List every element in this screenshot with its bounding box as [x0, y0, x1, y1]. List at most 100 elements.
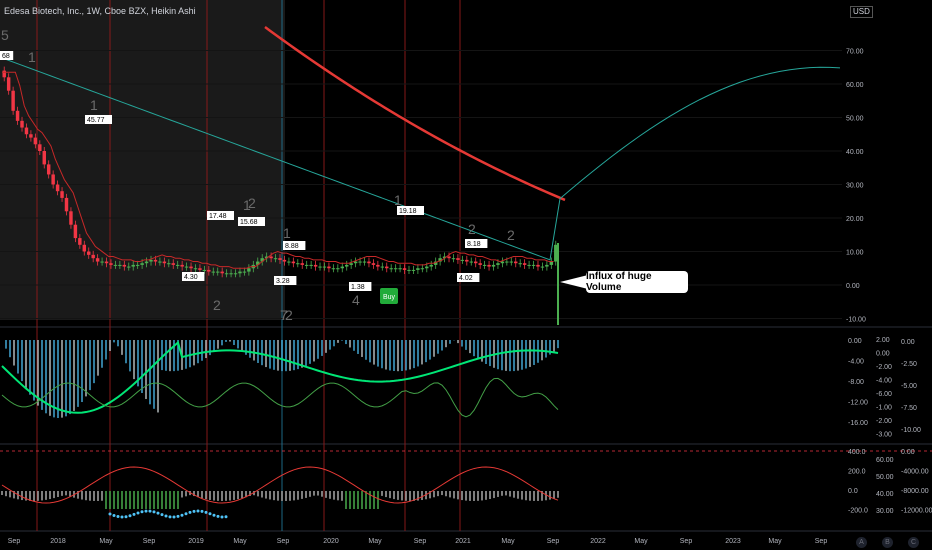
- candle-body: [220, 271, 224, 274]
- candle-body: [287, 261, 291, 263]
- candle-body: [233, 273, 238, 275]
- candle-body: [24, 127, 29, 135]
- candle-body: [389, 268, 393, 270]
- wave-label: 2: [507, 227, 515, 243]
- osc1-mid-tick: 0.00: [876, 351, 890, 358]
- candle-body: [29, 134, 33, 138]
- dot-marker: [184, 512, 188, 516]
- candle-body: [473, 261, 478, 264]
- dot-marker: [212, 513, 216, 517]
- wave-label: 4: [352, 292, 360, 308]
- short-ma-line: [2, 71, 554, 269]
- price-label: 68: [2, 53, 10, 60]
- price-label: 17.48: [209, 213, 227, 220]
- wave-label: 1: [283, 225, 291, 241]
- footer-button-b[interactable]: B: [882, 537, 893, 548]
- time-tick-label: Sep: [680, 538, 693, 545]
- candle-body: [20, 120, 24, 128]
- candle-body: [531, 264, 536, 266]
- price-label-box: [85, 115, 112, 124]
- currency-badge[interactable]: USD: [850, 6, 873, 18]
- dot-marker: [172, 515, 176, 519]
- candle-body: [38, 144, 42, 151]
- candle-body: [376, 264, 380, 267]
- candle-body: [469, 261, 473, 263]
- dot-marker: [188, 510, 192, 514]
- candle-body: [260, 258, 264, 262]
- candle-body: [51, 174, 55, 185]
- osc1-mid-tick: -2.00: [876, 418, 892, 425]
- candle-body: [380, 266, 385, 268]
- candle-body: [2, 70, 6, 78]
- candle-body: [540, 266, 545, 268]
- candle-body: [385, 266, 389, 269]
- candle-body: [327, 266, 331, 269]
- time-tick-label: 2020: [323, 538, 339, 545]
- candle-body: [545, 264, 549, 267]
- candle-body: [527, 264, 531, 266]
- time-tick-label: Sep: [8, 538, 21, 545]
- candle-body: [505, 261, 509, 263]
- wave-label: 1: [90, 97, 98, 113]
- candle-body: [118, 264, 122, 266]
- wave-label: 1: [28, 49, 36, 65]
- osc2-right-tick: -8000.00: [901, 488, 929, 495]
- symbol-title: Edesa Biotech, Inc., 1W, Cboe BZX, Heiki…: [4, 6, 196, 16]
- footer-button-c[interactable]: C: [908, 537, 919, 548]
- price-tick-label: 70.00: [846, 49, 864, 56]
- candle-body: [344, 264, 349, 267]
- candle-body: [518, 263, 522, 265]
- candle-body: [425, 266, 429, 269]
- candle-body: [309, 264, 313, 266]
- dot-marker: [164, 514, 168, 518]
- candle-body: [91, 254, 95, 259]
- candle-body: [358, 261, 362, 263]
- candle-body: [211, 271, 216, 273]
- time-tick-label: May: [501, 538, 515, 545]
- osc2-tick: 200.0: [848, 469, 866, 476]
- candle-body: [478, 263, 482, 265]
- candle-body: [229, 273, 233, 275]
- dot-marker: [132, 512, 136, 516]
- candle-body: [371, 263, 376, 265]
- candle-body: [296, 263, 300, 265]
- candle-body: [82, 244, 87, 252]
- candle-body: [353, 261, 358, 264]
- candle-body: [256, 261, 260, 265]
- candle-body: [429, 264, 433, 267]
- candle-body: [202, 269, 207, 271]
- footer-button-a[interactable]: A: [856, 537, 867, 548]
- candle-body: [438, 258, 442, 262]
- candle-body: [216, 271, 220, 273]
- price-label-box: [274, 276, 297, 285]
- candle-body: [313, 264, 318, 267]
- price-label: 8.18: [467, 241, 481, 248]
- osc1-tick: -4.00: [848, 359, 864, 366]
- osc2-mid-tick: 30.00: [876, 508, 894, 515]
- volume-annotation[interactable]: Influx of huge Volume: [586, 271, 688, 293]
- dot-marker: [192, 509, 196, 513]
- dot-marker: [160, 513, 164, 517]
- candle-body: [224, 273, 229, 275]
- candle-body: [318, 266, 322, 268]
- candle-body: [73, 224, 78, 239]
- candle-body: [189, 266, 193, 269]
- osc1-mid-tick: -4.00: [876, 378, 892, 385]
- osc2-tick: -200.0: [848, 508, 868, 515]
- osc2-right-tick: 0.00: [901, 449, 915, 456]
- candle-body: [407, 269, 411, 271]
- osc2-mid-tick: 40.00: [876, 491, 894, 498]
- candle-body: [109, 263, 113, 265]
- candle-body: [264, 256, 269, 259]
- osc1-right-tick: -10.00: [901, 427, 921, 434]
- candle-body: [135, 264, 140, 266]
- candle-body: [482, 264, 487, 266]
- candle-body: [207, 269, 211, 272]
- time-tick-label: Sep: [547, 538, 560, 545]
- candle-body: [278, 258, 282, 260]
- dot-marker: [176, 514, 180, 518]
- candle-body: [247, 268, 251, 272]
- buy-marker: [380, 288, 398, 304]
- candle-body: [60, 191, 64, 198]
- annotation-pointer: [560, 275, 588, 289]
